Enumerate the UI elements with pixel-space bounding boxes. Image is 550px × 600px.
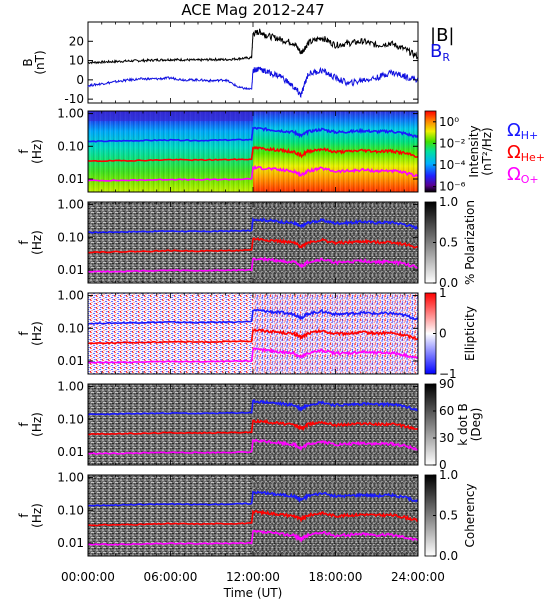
y-tick-label: -10 — [64, 92, 84, 106]
legend-entry: BR — [430, 41, 450, 64]
gyro-line-he — [87, 509, 419, 527]
x-tick-label: 12:00:00 — [226, 570, 280, 584]
gyro-line-h — [88, 217, 419, 234]
y-axis-label: f(Hz) — [17, 139, 44, 164]
series-line-b-radial — [87, 66, 419, 98]
colorbar-tick-label: 0.0 — [439, 276, 458, 290]
y-axis-label: f(Hz) — [17, 412, 44, 437]
legend-gyro-entry: ΩH+ — [507, 120, 538, 142]
series-line-b-magnitude — [87, 28, 419, 65]
gyro-line-o — [87, 438, 419, 455]
panel-polarization: 1.00 0.10 0.01 f(Hz) 1.0 0.5 0.0 % Polarization — [17, 195, 477, 290]
y-tick-label: 1.00 — [57, 380, 84, 394]
gyro-line-he — [87, 145, 419, 163]
gyro-line-h — [87, 399, 419, 416]
colorbar-label: Coherency — [463, 483, 477, 547]
gyro-line-h — [87, 126, 419, 143]
colorbar-tick-label: 0.5 — [439, 236, 458, 250]
colorbar-tick-label: 1.0 — [439, 468, 458, 482]
colorbar-tick-label: 10⁰ — [439, 115, 459, 129]
y-tick-label: 0.10 — [57, 139, 84, 153]
colorbar-tick-label: 90 — [439, 377, 454, 391]
y-axis-label: f(Hz) — [17, 503, 44, 528]
y-axis-label: f(Hz) — [17, 321, 44, 346]
legend-gyrofrequencies: ΩH+ΩHe+ΩO+ — [507, 120, 545, 186]
y-tick-label: 20 — [69, 34, 84, 48]
y-tick-label: 1.00 — [57, 471, 84, 485]
colorbar-label: % Polarization — [463, 200, 477, 285]
colorbar-label: Ellipticity — [463, 306, 477, 361]
colorbar-tick-label: 1 — [439, 286, 447, 300]
gyro-line-o — [88, 256, 419, 273]
colorbar-label: k dot B(Deg) — [456, 403, 483, 445]
y-tick-label: 1.00 — [57, 289, 84, 303]
chart-title: ACE Mag 2012-247 — [181, 1, 324, 19]
colorbar-ellipticity: 1 0 −1 Ellipticity — [424, 286, 477, 381]
panel-ellipticity: 1.00 0.10 0.01 f(Hz) 1 0 −1 Ellipticity — [17, 286, 477, 381]
colorbar-tick-label: 10⁻² — [439, 136, 466, 150]
y-tick-label: 0.01 — [57, 263, 84, 277]
colorbar-tick-label: 0 — [439, 327, 447, 341]
y-tick-label: 10 — [69, 54, 84, 68]
x-tick-label: 00:00:00 — [61, 570, 115, 584]
gyro-line-he — [87, 328, 419, 345]
y-tick-label: 1.00 — [57, 198, 84, 212]
colorbar-coherency: 1.0 0.5 0.0 Coherency — [424, 468, 477, 563]
x-tick-label: 18:00:00 — [309, 570, 363, 584]
colorbar-tick-label: 0.0 — [439, 549, 458, 563]
y-tick-label: 0.10 — [57, 230, 84, 244]
gyro-line-o — [87, 347, 419, 364]
y-tick-label: 0.01 — [57, 536, 84, 550]
colorbar-tick-label: 0.5 — [439, 509, 458, 523]
gyro-line-he — [88, 237, 419, 254]
x-axis-label: Time (UT) — [223, 586, 283, 600]
colorbar-tick-label: 1.0 — [439, 195, 458, 209]
legend-entry: |B| — [430, 25, 454, 46]
y-tick-label: 0.01 — [57, 172, 84, 186]
y-tick-label: 0.10 — [57, 321, 84, 335]
colorbar-tick-label: 0 — [439, 458, 447, 472]
gyro-line-he — [87, 418, 419, 436]
colorbar-polarization: 1.0 0.5 0.0 % Polarization — [424, 195, 477, 290]
gyro-line-o — [87, 529, 419, 546]
colorbar-tick-label: −1 — [439, 367, 457, 381]
gyro-line-h — [87, 490, 419, 507]
y-tick-label: 0.10 — [57, 503, 84, 517]
gyro-line-o — [87, 164, 419, 182]
gyro-line-h — [87, 308, 419, 325]
x-axis: 00:00:00 06:00:00 12:00:00 18:00:00 24:00:00 — [61, 22, 445, 584]
y-tick-label: 0.01 — [57, 445, 84, 459]
legend-gyro-entry: ΩO+ — [507, 164, 539, 186]
y-tick-label: 0 — [76, 73, 84, 87]
colorbar-label: Intensity(nT²/Hz) — [467, 125, 494, 177]
y-axis-label: B(nT) — [21, 50, 47, 74]
colorbar-kdotb: 90 60 30 0 k dot B(Deg) — [424, 377, 483, 472]
colorbar-tick-label: 60 — [439, 404, 454, 418]
colorbar-tick-label: 30 — [439, 431, 454, 445]
y-tick-label: 0.01 — [57, 354, 84, 368]
x-tick-label: 24:00:00 — [391, 570, 445, 584]
x-tick-label: 06:00:00 — [144, 570, 198, 584]
panel-b-field: 20 10 0 -10 B(nT) — [21, 21, 419, 106]
colorbar-tick-label: 10⁻⁴ — [439, 158, 466, 172]
legend-b: |B|BR — [430, 25, 454, 64]
colorbar-tick-label: 10⁻⁶ — [439, 180, 466, 194]
y-tick-label: 0.10 — [57, 412, 84, 426]
y-axis-label: f(Hz) — [17, 230, 44, 255]
panel-intensity: 1.00 0.10 0.01 f(Hz) 10⁰ 10⁻² 10⁻⁴ 10⁻⁶Intensit… — [17, 107, 494, 194]
panel-kdotb: 1.00 0.10 0.01 f(Hz) 90 60 30 0 k dot B(Deg) — [17, 377, 483, 472]
legend-gyro-entry: ΩHe+ — [507, 142, 545, 164]
panel-coherency: 1.00 0.10 0.01 f(Hz) 1.0 0.5 0.0 Coherency — [17, 468, 477, 563]
y-tick-label: 1.00 — [57, 107, 84, 121]
